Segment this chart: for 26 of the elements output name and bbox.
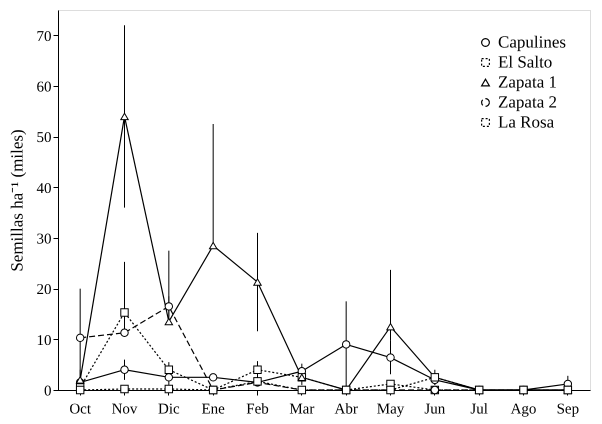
y-axis-title: Semillas ha⁻¹ (miles): [8, 129, 26, 272]
legend-label: La Rosa: [498, 112, 555, 132]
y-tick-label: 0: [44, 384, 52, 400]
x-tick-label: Oct: [69, 402, 92, 418]
x-tick-label: Jul: [470, 402, 488, 418]
x-tick-label: May: [376, 402, 405, 418]
x-tick-label: Ago: [510, 402, 536, 418]
y-tick-label: 70: [36, 28, 52, 45]
y-tick-label: 40: [36, 180, 52, 197]
legend-label: Zapata 2: [498, 92, 557, 112]
y-tick-label: 10: [36, 332, 52, 349]
legend-label: Zapata 1: [498, 72, 557, 92]
x-tick-label: Jun: [424, 402, 446, 418]
legend-label: Capulines: [498, 32, 566, 52]
legend-label: El Salto: [498, 52, 552, 72]
y-tick-label: 20: [36, 282, 52, 298]
x-tick-label: Feb: [246, 402, 269, 418]
x-tick-label: Sep: [556, 402, 580, 418]
x-tick-label: Ene: [202, 402, 226, 418]
x-tick-label: Nov: [112, 402, 138, 418]
x-tick-label: Abr: [334, 402, 358, 418]
x-tick-label: Dic: [158, 402, 180, 418]
x-tick-label: Mar: [289, 402, 314, 418]
y-tick-label: 60: [36, 80, 52, 96]
y-tick-label: 50: [36, 130, 52, 146]
y-tick-label: 30: [36, 232, 52, 248]
